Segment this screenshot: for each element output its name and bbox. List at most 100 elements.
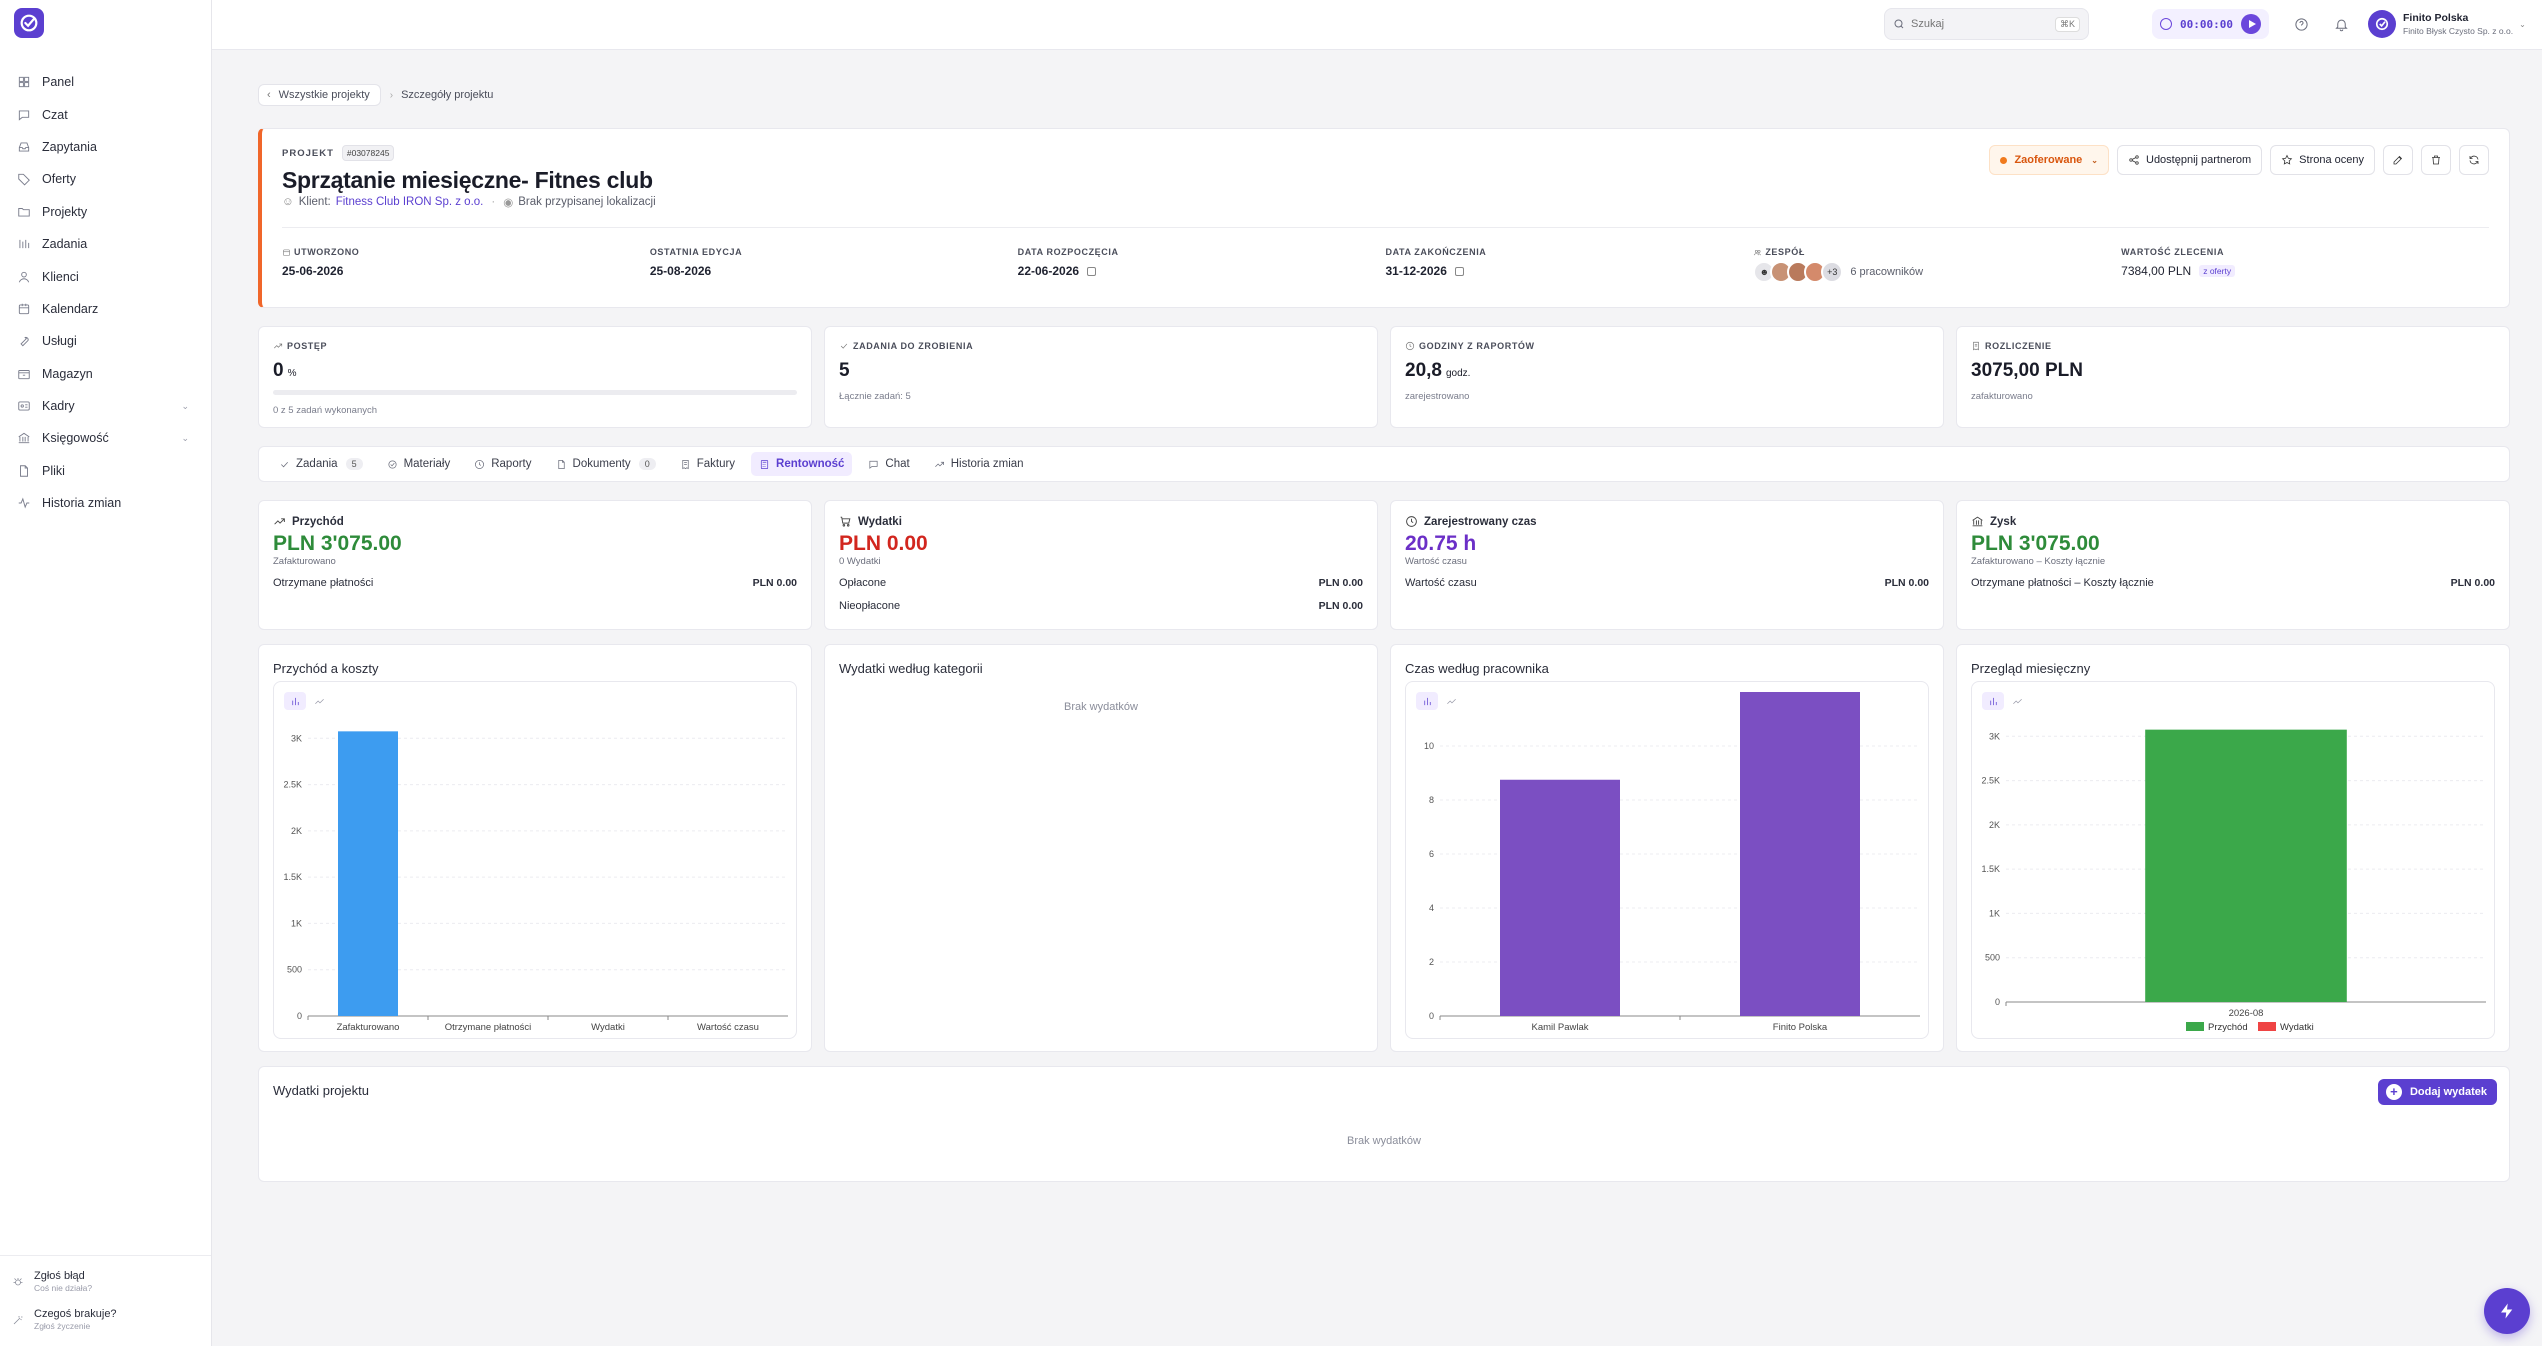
x-tick-label: Kamil Pawlak [1531, 1022, 1588, 1033]
add-expense-button[interactable]: + Dodaj wydatek [2377, 1079, 2497, 1105]
calendar-icon[interactable] [1087, 266, 1097, 276]
bar-chart-icon [291, 697, 299, 705]
tab-materiały[interactable]: Materiały [379, 452, 459, 476]
y-tick-label: 500 [1985, 953, 2000, 963]
topbar: ⌘K 00:00:00 Finito Polska Finito Błysk C… [212, 0, 2542, 50]
chevron-down-icon: ⌄ [2091, 155, 2098, 165]
x-tick-label: Wartość czasu [697, 1022, 759, 1033]
client-icon: ☺ [282, 196, 294, 208]
tab-chat[interactable]: Chat [860, 452, 917, 476]
delete-button[interactable] [2421, 145, 2451, 175]
status-dropdown[interactable]: Zaoferowane ⌄ [1989, 145, 2109, 175]
sidebar-item-kalendarz[interactable]: Kalendarz [0, 293, 211, 325]
project-header-card: PROJEKT #03078245 Sprzątanie miesięczne-… [258, 128, 2510, 308]
billing-label: ROZLICZENIE [1985, 341, 2052, 351]
y-tick-label: 1.5K [283, 872, 302, 882]
share-partners-button[interactable]: Udostępnij partnerom [2117, 145, 2263, 175]
main-content: ‹ Wszystkie projekty › Szczegóły projekt… [258, 84, 2510, 1182]
bar-chart-toggle[interactable] [284, 692, 306, 710]
quick-action-button[interactable] [2484, 1288, 2530, 1334]
profit-title: Zysk [1990, 515, 2017, 528]
search-box[interactable]: ⌘K [1884, 8, 2089, 40]
y-tick-label: 3K [291, 733, 302, 743]
progress-bar [273, 390, 797, 395]
app-logo[interactable] [14, 8, 44, 38]
line-chart-toggle[interactable] [1440, 692, 1462, 710]
sidebar-item-kadry[interactable]: Kadry ⌄ [0, 390, 211, 422]
sidebar-item-usługi[interactable]: Usługi [0, 325, 211, 357]
report-bug-link[interactable]: Zgłoś błąd Coś nie działa? [0, 1266, 211, 1304]
tab-dokumenty[interactable]: Dokumenty 0 [548, 452, 664, 476]
breadcrumb-back-label: Wszystkie projekty [278, 89, 370, 101]
sidebar-item-panel[interactable]: Panel [0, 66, 211, 98]
wand-icon [12, 1314, 26, 1329]
time-by-worker-chart: 0 2 4 6 8 10 Kamil Pawlak Finito Polska [1405, 681, 1929, 1039]
notifications-button[interactable] [2331, 14, 2351, 34]
y-tick-label: 4 [1429, 903, 1434, 913]
sidebar-item-magazyn[interactable]: Magazyn [0, 358, 211, 390]
revenue-row-key: Otrzymane płatności [273, 577, 374, 589]
sidebar-item-projekty[interactable]: Projekty [0, 196, 211, 228]
sidebar-item-oferty[interactable]: Oferty [0, 163, 211, 195]
tab-rentowność[interactable]: Rentowność [751, 452, 853, 476]
back-to-projects-link[interactable]: ‹ Wszystkie projekty [258, 84, 381, 106]
chevron-left-icon: ‹ [267, 89, 271, 101]
report-bug-subtitle: Coś nie działa? [34, 1283, 93, 1293]
sidebar-item-historia-zmian[interactable]: Historia zmian [0, 487, 211, 519]
user-menu[interactable]: Finito Polska Finito Błysk Czysto Sp. z … [2368, 6, 2538, 42]
tab-historia-zmian[interactable]: Historia zmian [926, 452, 1032, 476]
chart-type-toggle[interactable] [1982, 692, 2028, 710]
search-input[interactable] [1911, 18, 2041, 30]
bar-chart-toggle[interactable] [1416, 692, 1438, 710]
line-chart-toggle[interactable] [308, 692, 330, 710]
sidebar-item-czat[interactable]: Czat [0, 98, 211, 130]
sidebar-item-zadania[interactable]: Zadania [0, 228, 211, 260]
clock-icon [1406, 516, 1417, 527]
chart-type-toggle[interactable] [284, 692, 330, 710]
share-partners-label: Udostępnij partnerom [2146, 154, 2252, 166]
refresh-button[interactable] [2459, 145, 2489, 175]
line-chart-icon [314, 698, 324, 704]
sidebar-item-label: Zadania [42, 237, 88, 252]
sidebar-item-pliki[interactable]: Pliki [0, 455, 211, 487]
value-label: WARTOŚĆ ZLECENIA [2121, 247, 2225, 257]
start-label: DATA ROZPOCZĘCIA [1017, 247, 1119, 257]
help-icon [2294, 17, 2308, 31]
sidebar-item-księgowość[interactable]: Księgowość ⌄ [0, 422, 211, 454]
time-by-worker-chart-card: Czas według pracownika 0 2 4 6 8 10 Kamil Pawl… [1390, 644, 1944, 1052]
created-value: 25-06-2026 [282, 264, 344, 278]
play-button[interactable] [2241, 14, 2261, 34]
bar-chart-toggle[interactable] [1982, 692, 2004, 710]
team-avatars[interactable]: ☻ +3 6 pracowników [1753, 261, 2121, 283]
help-button[interactable] [2291, 14, 2311, 34]
hours-label: GODZINY Z RAPORTÓW [1419, 341, 1535, 351]
tab-faktury[interactable]: Faktury [672, 452, 743, 476]
client-link[interactable]: Fitness Club IRON Sp. z o.o. [335, 196, 484, 208]
order-value: 7384,00 PLN [2121, 264, 2192, 278]
search-shortcut: ⌘K [2054, 16, 2080, 32]
time-row-key: Wartość czasu [1405, 577, 1477, 589]
tab-label: Faktury [696, 458, 736, 470]
clock-icon [1405, 341, 1415, 351]
sidebar-item-klienci[interactable]: Klienci [0, 260, 211, 292]
todo-label: ZADANIA DO ZROBIENIA [853, 341, 974, 351]
trash-icon [2432, 155, 2440, 165]
expenses-title: Wydatki [858, 515, 902, 528]
chart-svg: 0 2 4 6 8 10 Kamil Pawlak Finito Polska [1424, 692, 1920, 1033]
tab-zadania[interactable]: Zadania 5 [271, 452, 371, 476]
chart-type-toggle[interactable] [1416, 692, 1462, 710]
x-tick-label: Zafakturowano [337, 1022, 400, 1033]
rating-page-button[interactable]: Strona oceny [2270, 145, 2375, 175]
edit-button[interactable] [2383, 145, 2413, 175]
feature-request-link[interactable]: Czegoś brakuje? Zgłoś życzenie [0, 1304, 211, 1342]
sidebar-item-zapytania[interactable]: Zapytania [0, 131, 211, 163]
line-chart-toggle[interactable] [2006, 692, 2028, 710]
calendar-icon[interactable] [1454, 266, 1464, 276]
expenses-row-value: PLN 0.00 [1318, 600, 1363, 612]
tasks-icon [16, 236, 32, 252]
profitability-summary: Przychód PLN 3'075.00 Zafakturowano Otrz… [258, 500, 2510, 630]
time-tracker[interactable]: 00:00:00 [2152, 9, 2269, 39]
sidebar-item-label: Księgowość [42, 431, 109, 446]
tab-raporty[interactable]: Raporty [466, 452, 539, 476]
document-icon [556, 459, 573, 470]
